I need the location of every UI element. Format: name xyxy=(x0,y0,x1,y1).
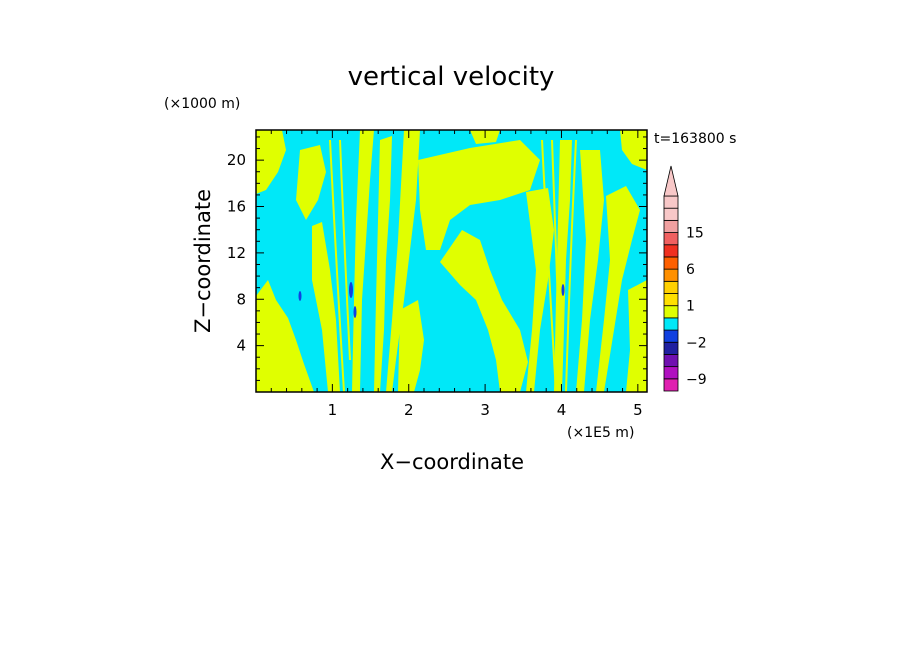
colorbar-swatch xyxy=(663,293,679,307)
stripe xyxy=(355,139,367,392)
colorbar-label: 1 xyxy=(686,299,695,315)
positive-region xyxy=(386,130,420,392)
y-tick-label: 20 xyxy=(227,151,246,169)
colorbar: 15 6 1 −2 −9 xyxy=(663,165,707,392)
colorbar-swatch xyxy=(663,341,679,355)
negative-spot xyxy=(298,291,302,301)
colorbar-swatch xyxy=(663,268,679,282)
y-tick-label: 16 xyxy=(227,198,246,216)
colorbar-swatch xyxy=(663,366,679,380)
x-tick-label: 5 xyxy=(633,401,643,419)
positive-region xyxy=(256,130,286,194)
strong-negative-spots xyxy=(298,282,565,318)
stripe xyxy=(551,139,561,361)
heatmap-field xyxy=(256,130,647,392)
negative-spot xyxy=(353,306,357,318)
positive-region xyxy=(296,145,326,220)
colorbar-swatch xyxy=(663,219,679,233)
colorbar-extend-arrow xyxy=(663,165,679,197)
x-tick-label: 2 xyxy=(404,401,414,419)
positive-region xyxy=(576,150,604,392)
colorbar-swatch xyxy=(663,354,679,368)
chart-title: vertical velocity xyxy=(348,62,555,92)
positive-region xyxy=(374,136,392,392)
positive-region xyxy=(626,280,647,392)
stripe xyxy=(329,139,345,392)
colorbar-swatch xyxy=(663,378,679,392)
positive-region xyxy=(440,230,528,392)
stripe xyxy=(565,139,577,392)
positive-region xyxy=(596,186,640,392)
y-tick-label: 12 xyxy=(227,244,246,262)
colorbar-label: −2 xyxy=(686,335,707,351)
positive-regions xyxy=(256,130,647,392)
positive-region xyxy=(418,140,540,250)
colorbar-swatch xyxy=(663,207,679,221)
y-tick-label: 8 xyxy=(236,290,246,308)
positive-region xyxy=(256,280,314,392)
stripe-regions xyxy=(329,139,577,392)
stripe xyxy=(541,139,557,392)
y-axis-label: Z−coordinate xyxy=(191,189,215,333)
x-axis-ticks: 1 2 3 4 5 xyxy=(270,130,643,419)
y-unit-label: (×1000 m) xyxy=(164,96,240,112)
colorbar-swatch xyxy=(663,244,679,258)
stripe xyxy=(339,139,351,361)
colorbar-swatch xyxy=(663,305,679,319)
colorbar-swatch xyxy=(663,195,679,209)
x-tick-label: 1 xyxy=(328,401,338,419)
time-label: t=163800 s xyxy=(654,131,736,147)
plot-frame xyxy=(255,129,648,393)
positive-region xyxy=(398,300,424,392)
colorbar-swatch xyxy=(663,317,679,331)
negative-spot xyxy=(349,282,353,298)
colorbar-swatch xyxy=(663,280,679,294)
colorbar-swatch xyxy=(663,232,679,246)
colorbar-label: 6 xyxy=(686,262,695,278)
colorbar-label: 15 xyxy=(686,226,704,242)
x-unit-label: (×1E5 m) xyxy=(567,425,634,441)
colorbar-label: −9 xyxy=(686,372,707,388)
colorbar-swatch xyxy=(663,256,679,270)
x-axis-label: X−coordinate xyxy=(380,450,524,474)
y-tick-label: 4 xyxy=(236,337,246,355)
x-tick-label: 4 xyxy=(557,401,567,419)
colorbar-swatch xyxy=(663,329,679,343)
negative-spot xyxy=(561,284,565,296)
x-tick-label: 3 xyxy=(480,401,490,419)
y-axis-ticks: 4 8 12 16 20 xyxy=(227,136,647,381)
positive-region xyxy=(312,222,340,392)
